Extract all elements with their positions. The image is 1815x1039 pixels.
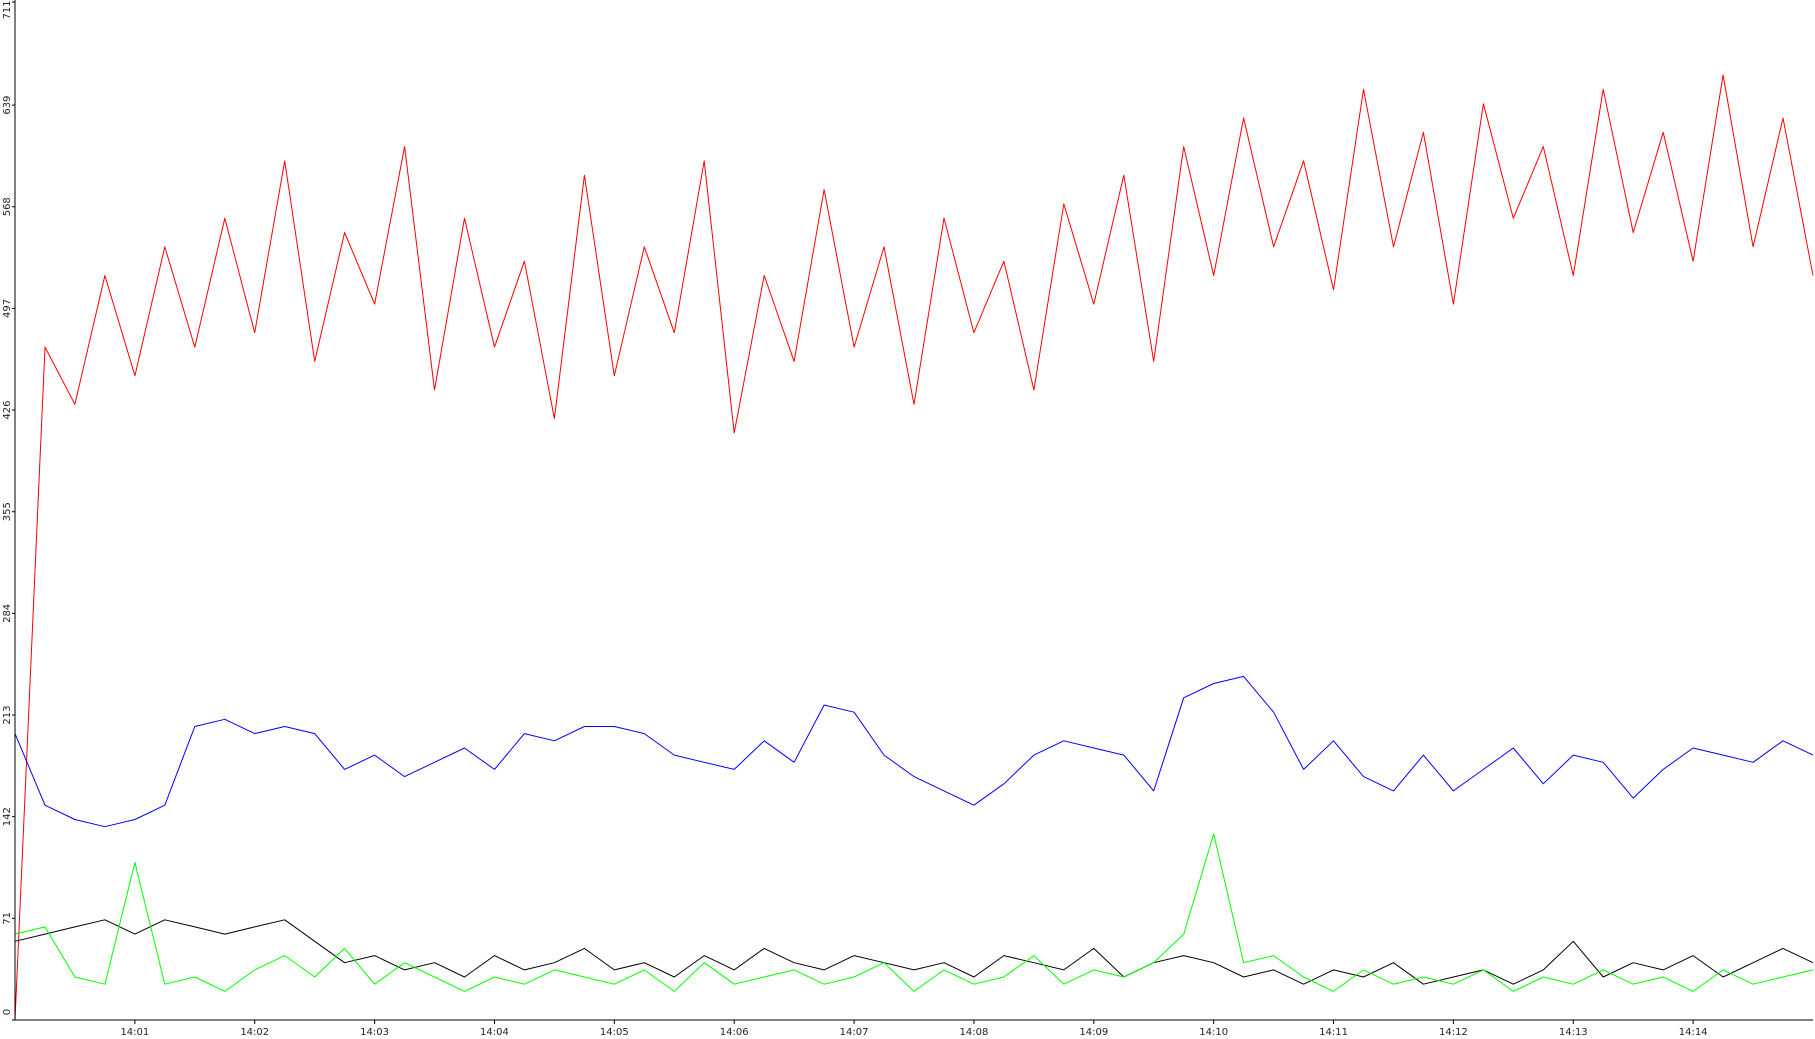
x-tick-label: 14:02 — [240, 1027, 269, 1038]
x-tick-label: 14:09 — [1079, 1027, 1108, 1038]
y-tick-label: 426 — [2, 401, 13, 420]
x-tick-label: 14:03 — [360, 1027, 389, 1038]
y-tick-label: 639 — [2, 96, 13, 115]
y-tick-label: 0 — [2, 1009, 13, 1015]
series-line — [14, 74, 1814, 1021]
series-line — [14, 675, 1814, 828]
y-tick-label: 284 — [2, 604, 13, 623]
x-tick-label: 14:10 — [1199, 1027, 1228, 1038]
series-line — [14, 919, 1814, 985]
y-tick-label: 497 — [2, 299, 13, 318]
y-tick-label: 355 — [2, 502, 13, 521]
x-tick-label: 14:04 — [480, 1027, 509, 1038]
x-tick-label: 14:07 — [840, 1027, 869, 1038]
x-tick-label: 14:14 — [1679, 1027, 1708, 1038]
y-tick-label: 71 — [2, 912, 13, 925]
x-tick-label: 14:05 — [600, 1027, 629, 1038]
x-tick-label: 14:11 — [1319, 1027, 1348, 1038]
y-tick-label: 711 — [2, 0, 13, 19]
x-tick-label: 14:13 — [1559, 1027, 1588, 1038]
x-tick-label: 14:01 — [120, 1027, 149, 1038]
y-tick-label: 568 — [2, 197, 13, 216]
x-tick-label: 14:06 — [720, 1027, 749, 1038]
x-tick-label: 14:08 — [960, 1027, 989, 1038]
x-tick-label: 14:12 — [1439, 1027, 1468, 1038]
y-tick-label: 213 — [2, 705, 13, 724]
series-line — [14, 833, 1814, 992]
y-tick-label: 142 — [2, 807, 13, 826]
